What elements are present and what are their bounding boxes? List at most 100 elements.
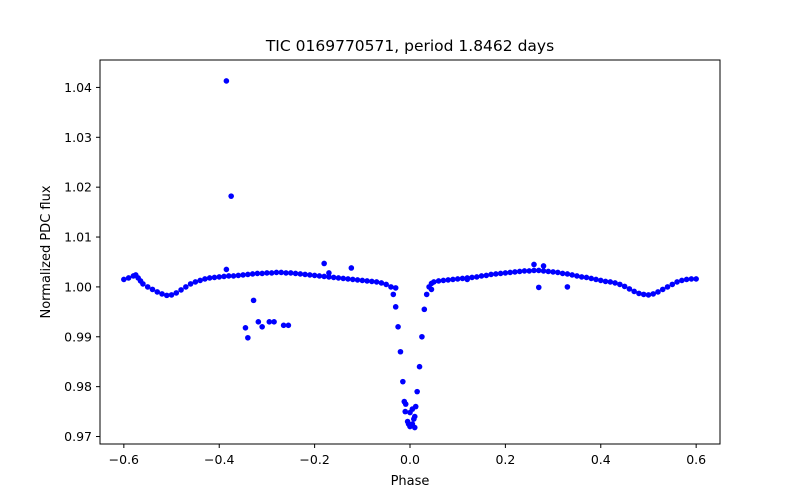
y-tick-label: 0.99 [64, 329, 92, 344]
data-point [340, 275, 347, 282]
data-point [405, 421, 412, 427]
data-point [631, 288, 637, 295]
data-point [249, 271, 256, 277]
data-point [411, 424, 418, 431]
data-point [280, 322, 287, 329]
data-point [445, 277, 451, 283]
data-point [435, 278, 442, 284]
data-point [373, 279, 380, 285]
data-point [621, 283, 628, 290]
data-point [242, 325, 249, 331]
data-point [411, 416, 417, 422]
data-point [259, 270, 265, 277]
data-point [540, 268, 547, 274]
data-point [183, 284, 189, 290]
data-point [245, 271, 251, 278]
data-point [645, 292, 652, 298]
x-tick-label: 0.4 [591, 452, 611, 467]
data-point [206, 275, 213, 281]
data-point [636, 290, 642, 297]
data-point [388, 284, 394, 290]
data-point [597, 277, 604, 284]
data-point [216, 274, 223, 280]
data-point [221, 273, 227, 280]
data-point [402, 408, 409, 415]
data-point [578, 274, 585, 280]
data-point [287, 270, 294, 276]
data-point [395, 324, 401, 330]
x-axis-label: Phase [391, 474, 430, 489]
data-point [197, 277, 203, 284]
data-point [516, 268, 523, 275]
data-point [583, 274, 590, 281]
data-point [574, 273, 580, 279]
data-point [459, 275, 466, 282]
y-axis-label: Normalized PDC flux [39, 185, 54, 318]
data-point [245, 334, 251, 341]
data-point [693, 276, 699, 282]
data-point [659, 286, 666, 293]
y-tick-label: 0.98 [64, 379, 92, 394]
data-point [292, 270, 299, 277]
data-point [688, 276, 695, 282]
data-point [407, 409, 413, 416]
data-point [497, 270, 504, 277]
data-point [321, 273, 327, 280]
data-point [369, 278, 375, 285]
data-point [607, 279, 614, 285]
data-point [228, 193, 234, 199]
data-point [550, 269, 556, 275]
data-point [348, 265, 355, 271]
data-point [140, 281, 146, 287]
data-point [564, 271, 571, 277]
data-point [602, 278, 609, 285]
data-point [535, 267, 542, 274]
data-point [664, 284, 671, 290]
data-point [502, 270, 509, 276]
data-point [230, 273, 237, 279]
data-point [390, 291, 397, 298]
data-point [488, 271, 494, 278]
data-point [378, 280, 385, 286]
data-point [285, 322, 292, 329]
data-point [192, 279, 199, 285]
data-point [121, 276, 127, 283]
data-point [173, 290, 180, 296]
data-point [364, 278, 370, 284]
data-point [400, 378, 406, 385]
data-point [163, 292, 170, 299]
data-point [473, 274, 480, 280]
data-point [302, 271, 308, 278]
data-point [125, 275, 132, 281]
x-tick-label: 0.0 [400, 452, 420, 467]
data-point [428, 286, 435, 293]
data-point [264, 270, 270, 276]
data-point [683, 276, 690, 283]
data-point [159, 291, 165, 297]
data-point [297, 271, 304, 277]
data-point [531, 267, 537, 274]
data-point [559, 270, 566, 277]
x-axis-ticks: −0.6 −0.4 −0.2 0.0 0.2 0.4 0.6 [109, 444, 706, 467]
y-tick-label: 0.97 [64, 429, 92, 444]
x-tick-label: −0.2 [299, 452, 329, 467]
chart-title: TIC 0169770571, period 1.8462 days [265, 37, 554, 55]
data-point [283, 270, 289, 276]
data-point [564, 284, 571, 290]
data-point [225, 273, 232, 279]
data-point [464, 276, 471, 283]
data-point [223, 266, 230, 273]
data-point [507, 269, 513, 276]
data-point [326, 270, 332, 276]
y-tick-label: 1.01 [64, 230, 92, 245]
data-point [278, 269, 285, 276]
data-point [392, 285, 399, 291]
data-point [431, 279, 437, 285]
data-point [512, 269, 518, 275]
data-point [354, 277, 361, 283]
data-point [478, 273, 485, 279]
data-point [240, 272, 246, 278]
axes-frame [99, 59, 721, 445]
data-point [250, 297, 257, 304]
y-tick-label: 1.02 [64, 180, 92, 195]
